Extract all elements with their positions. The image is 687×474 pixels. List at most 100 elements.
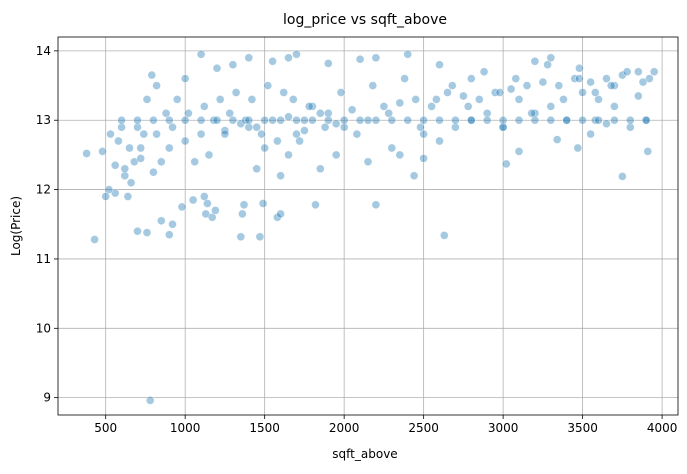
data-point — [622, 67, 632, 76]
data-point — [101, 192, 110, 201]
data-point — [586, 129, 595, 139]
data-point — [575, 74, 584, 83]
data-point — [427, 102, 436, 111]
data-point — [157, 216, 166, 226]
data-point — [263, 81, 273, 90]
data-point — [371, 53, 381, 63]
data-point — [110, 161, 120, 170]
data-point — [339, 115, 349, 125]
data-point — [514, 147, 524, 156]
data-point — [204, 150, 214, 160]
data-point — [180, 115, 190, 125]
data-point — [196, 49, 206, 59]
data-point — [506, 84, 516, 94]
data-point — [288, 95, 298, 104]
x-tick-label: 4000 — [647, 421, 678, 435]
data-point — [573, 143, 583, 153]
data-point — [459, 91, 468, 101]
data-point — [276, 115, 285, 125]
data-point — [323, 109, 333, 118]
data-point — [482, 109, 492, 118]
data-point — [530, 56, 540, 66]
data-point — [511, 74, 521, 83]
data-point — [209, 115, 219, 125]
data-point — [125, 143, 134, 153]
plot-frame — [57, 36, 679, 416]
data-point — [323, 59, 333, 68]
data-point — [409, 171, 419, 180]
data-point — [403, 115, 413, 125]
data-point — [320, 122, 330, 132]
data-point — [602, 74, 611, 83]
data-point — [284, 112, 293, 122]
data-point — [149, 115, 158, 125]
x-tick-label: 2000 — [329, 421, 360, 435]
data-point — [387, 115, 397, 125]
data-point — [136, 143, 145, 153]
data-point — [339, 122, 349, 132]
data-point — [241, 115, 250, 125]
data-point — [522, 81, 532, 90]
data-point — [200, 192, 209, 201]
data-point — [490, 88, 500, 97]
data-point — [165, 230, 174, 239]
data-point — [257, 129, 266, 139]
data-point — [474, 95, 484, 104]
data-point — [276, 171, 285, 180]
data-point — [212, 63, 222, 73]
data-point — [590, 88, 600, 97]
data-point — [559, 95, 568, 104]
data-point — [212, 115, 222, 125]
data-point — [315, 164, 325, 174]
data-point — [498, 115, 508, 125]
data-point — [236, 119, 246, 128]
data-point — [633, 91, 643, 101]
data-point — [260, 115, 270, 125]
data-point — [260, 143, 270, 153]
data-point — [514, 115, 524, 125]
data-point — [387, 143, 397, 153]
data-point — [236, 232, 246, 242]
data-point — [225, 109, 234, 118]
data-point — [501, 159, 511, 169]
data-point — [625, 122, 635, 132]
data-point — [355, 115, 365, 125]
data-point — [238, 209, 247, 219]
data-point — [610, 115, 619, 125]
data-point — [311, 200, 320, 210]
data-point — [590, 115, 600, 125]
data-point — [120, 171, 130, 180]
data-point — [165, 143, 174, 153]
data-point — [117, 122, 126, 132]
data-point — [419, 154, 428, 163]
data-point — [610, 81, 619, 90]
y-tick-label: 10 — [36, 321, 51, 335]
data-point — [292, 49, 301, 59]
data-point — [252, 122, 262, 132]
data-point — [546, 53, 556, 63]
data-point — [161, 109, 171, 118]
x-axis-label: sqft_above — [332, 447, 397, 461]
data-point — [514, 95, 524, 104]
data-point — [244, 122, 254, 132]
data-point — [98, 147, 107, 156]
y-axis-ticks: 9 10 11 12 13 14 — [36, 44, 58, 405]
data-point — [196, 115, 206, 125]
data-point — [538, 77, 548, 87]
data-point — [641, 115, 651, 125]
grid — [58, 37, 678, 415]
data-point — [625, 115, 635, 125]
y-tick-label: 12 — [36, 183, 51, 197]
data-point — [184, 109, 193, 118]
data-point — [228, 115, 238, 125]
data-point — [463, 102, 473, 111]
x-tick-label: 1000 — [170, 421, 201, 435]
y-axis-label: Log(Price) — [9, 196, 23, 256]
x-axis-ticks: 500 1000 1500 2000 2500 3000 3500 4000 — [94, 415, 677, 435]
data-point — [432, 95, 441, 104]
data-point — [149, 167, 158, 177]
data-point — [435, 115, 444, 125]
data-point — [252, 164, 262, 174]
data-point — [228, 60, 238, 69]
data-point — [177, 202, 187, 212]
